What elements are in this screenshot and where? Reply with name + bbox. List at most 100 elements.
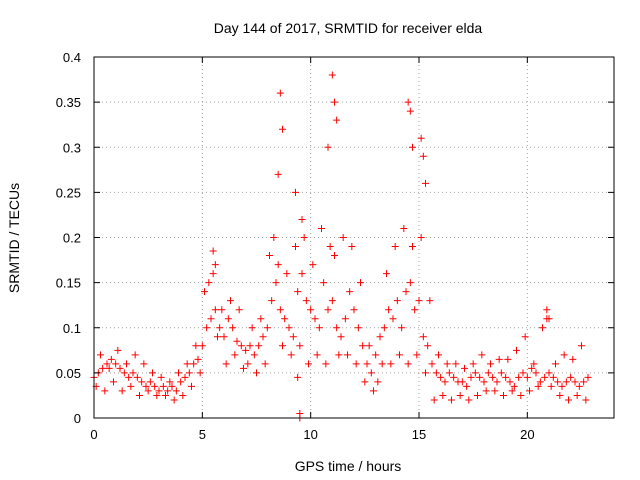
data-point: [370, 387, 377, 395]
data-point: [144, 387, 152, 395]
data-point: [235, 306, 243, 314]
data-point: [209, 247, 217, 255]
data-point: [513, 346, 520, 354]
data-point: [136, 391, 143, 399]
data-point: [285, 324, 293, 332]
data-point: [149, 369, 156, 377]
data-point: [378, 360, 386, 368]
data-point: [335, 351, 343, 359]
data-point: [309, 261, 317, 269]
data-point: [383, 270, 390, 278]
data-point: [571, 378, 579, 386]
data-point: [419, 152, 427, 160]
data-point: [324, 143, 332, 151]
data-point: [517, 391, 525, 399]
data-point: [328, 71, 336, 79]
data-point: [114, 346, 122, 354]
data-point: [428, 360, 436, 368]
data-point: [318, 224, 325, 232]
data-point: [346, 288, 354, 296]
data-point: [504, 355, 512, 363]
data-point: [567, 373, 575, 381]
data-point: [220, 333, 228, 341]
data-point: [400, 224, 408, 232]
data-point: [404, 98, 412, 106]
data-point: [274, 170, 282, 178]
data-point: [352, 360, 360, 368]
data-point: [489, 373, 497, 381]
data-point: [465, 396, 473, 404]
data-point: [443, 360, 451, 368]
data-point: [487, 360, 494, 368]
data-point: [476, 373, 484, 381]
data-point: [543, 306, 551, 314]
data-point: [211, 306, 219, 314]
data-point: [333, 116, 341, 124]
data-point: [311, 315, 319, 323]
data-point: [125, 373, 133, 381]
data-point: [402, 288, 410, 296]
data-point: [474, 391, 481, 399]
data-point: [575, 382, 583, 390]
data-points: [90, 71, 592, 422]
data-point: [413, 351, 421, 359]
data-point: [287, 351, 295, 359]
y-tick-label: 0.15: [56, 276, 81, 291]
data-point: [263, 324, 271, 332]
data-point: [315, 324, 323, 332]
data-point: [417, 134, 425, 142]
y-tick-label: 0.25: [56, 185, 81, 200]
data-point: [270, 234, 278, 241]
data-point: [110, 378, 117, 386]
data-point: [556, 391, 564, 399]
data-point: [532, 369, 540, 377]
data-point: [404, 360, 412, 368]
data-point: [393, 297, 401, 305]
y-tick-label: 0.05: [56, 366, 81, 381]
data-point: [192, 342, 200, 350]
data-point: [521, 333, 529, 341]
data-point: [313, 351, 321, 359]
y-tick-label: 0.35: [56, 95, 81, 110]
data-point: [463, 382, 471, 390]
data-point: [231, 351, 239, 359]
data-point: [430, 396, 438, 404]
data-point: [545, 315, 553, 323]
data-point: [203, 324, 211, 332]
x-tick-label: 0: [90, 427, 97, 442]
x-tick-label: 20: [520, 427, 534, 442]
y-tick-label: 0.3: [63, 140, 81, 155]
data-point: [515, 373, 523, 381]
data-point: [181, 373, 189, 381]
data-point: [502, 373, 510, 381]
data-point: [363, 360, 371, 368]
data-point: [452, 360, 460, 368]
data-point: [300, 234, 308, 241]
data-point: [151, 382, 159, 390]
data-point: [294, 373, 302, 381]
data-point: [409, 243, 416, 251]
data-point: [201, 288, 208, 296]
data-point: [406, 107, 414, 115]
data-point: [168, 382, 176, 390]
data-point: [523, 373, 531, 381]
data-point: [578, 342, 585, 350]
data-point: [552, 360, 559, 368]
data-point: [266, 252, 273, 260]
data-point: [261, 360, 269, 368]
data-point: [279, 125, 286, 133]
data-point: [153, 391, 161, 399]
data-point: [367, 369, 375, 377]
data-point: [562, 378, 570, 386]
data-point: [426, 297, 434, 305]
data-point: [424, 342, 432, 350]
data-point: [103, 360, 111, 368]
data-point: [255, 342, 263, 350]
data-point: [445, 369, 453, 377]
data-point: [484, 369, 492, 377]
data-point: [361, 378, 369, 386]
data-point: [190, 360, 198, 368]
data-point: [406, 279, 414, 287]
data-point: [224, 315, 232, 323]
